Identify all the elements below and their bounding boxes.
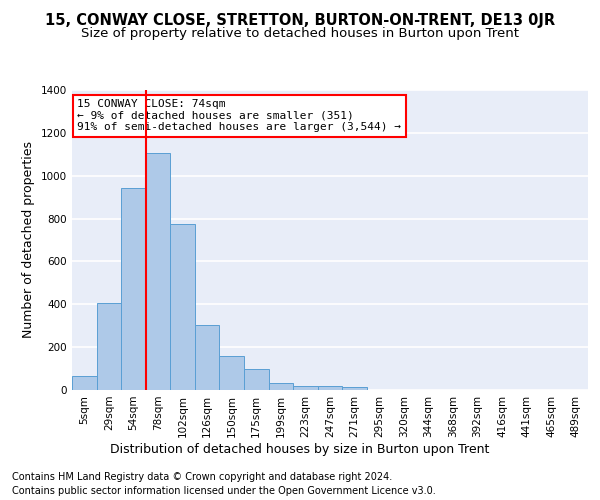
Text: Contains public sector information licensed under the Open Government Licence v3: Contains public sector information licen… <box>12 486 436 496</box>
Text: Distribution of detached houses by size in Burton upon Trent: Distribution of detached houses by size … <box>110 442 490 456</box>
Bar <box>195 324 220 390</box>
Bar <box>146 153 170 390</box>
Bar <box>244 369 269 390</box>
Bar <box>121 188 146 390</box>
Text: 15, CONWAY CLOSE, STRETTON, BURTON-ON-TRENT, DE13 0JR: 15, CONWAY CLOSE, STRETTON, BURTON-ON-TR… <box>45 12 555 28</box>
Y-axis label: Number of detached properties: Number of detached properties <box>22 142 35 338</box>
Text: 15 CONWAY CLOSE: 74sqm
← 9% of detached houses are smaller (351)
91% of semi-det: 15 CONWAY CLOSE: 74sqm ← 9% of detached … <box>77 99 401 132</box>
Bar <box>342 387 367 390</box>
Bar <box>97 303 121 390</box>
Bar <box>170 224 195 390</box>
Text: Size of property relative to detached houses in Burton upon Trent: Size of property relative to detached ho… <box>81 28 519 40</box>
Bar <box>72 376 97 390</box>
Bar <box>318 386 342 390</box>
Bar <box>220 356 244 390</box>
Bar <box>293 386 318 390</box>
Text: Contains HM Land Registry data © Crown copyright and database right 2024.: Contains HM Land Registry data © Crown c… <box>12 472 392 482</box>
Bar <box>269 382 293 390</box>
